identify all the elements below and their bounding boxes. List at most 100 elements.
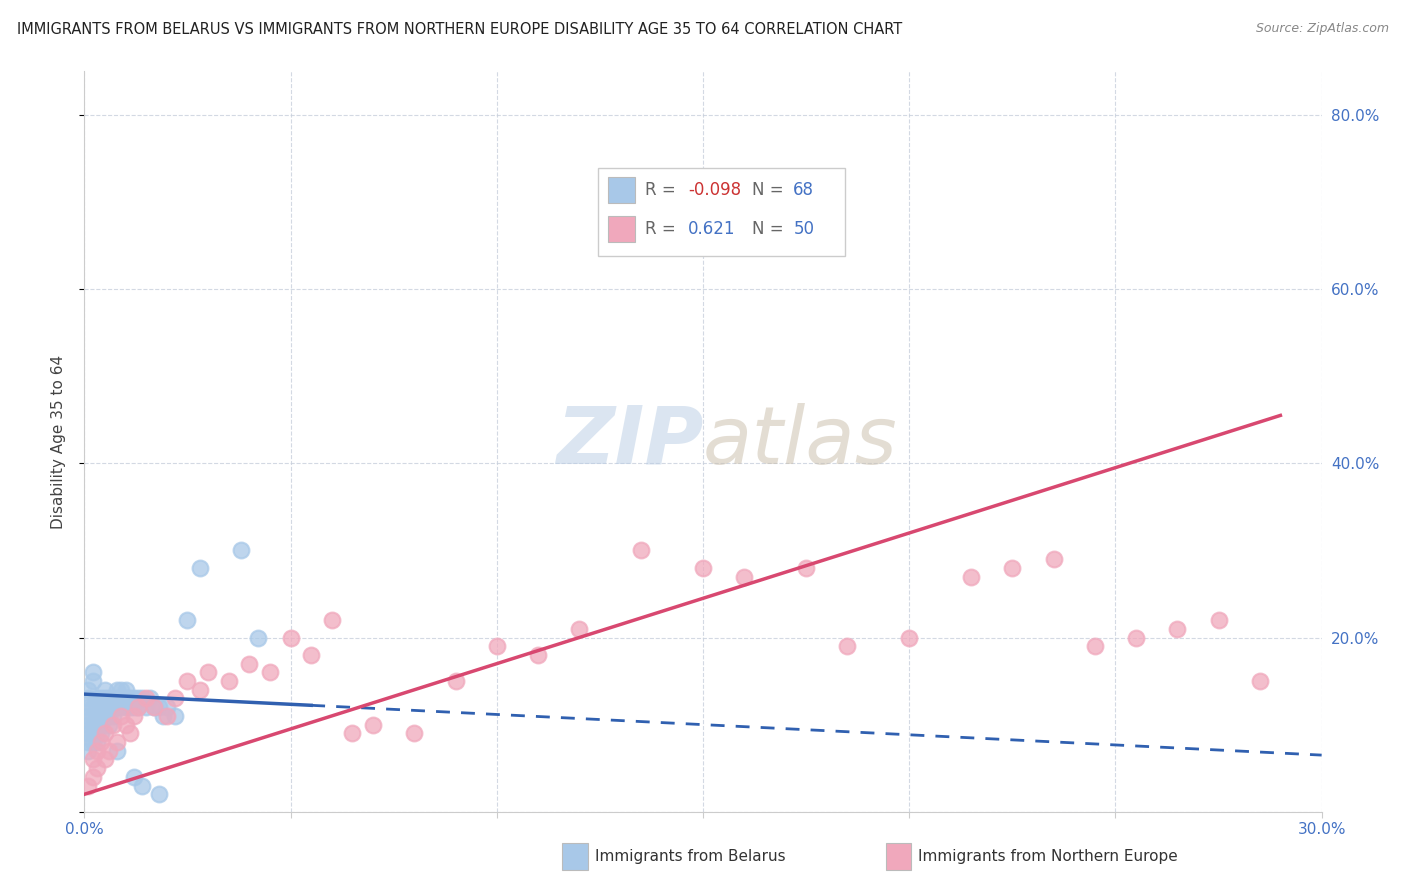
Point	[733, 569, 755, 583]
Point	[122, 709, 145, 723]
Point	[188, 682, 211, 697]
Point	[103, 691, 125, 706]
Point	[82, 752, 104, 766]
Point	[90, 700, 112, 714]
Point	[127, 700, 149, 714]
Point	[90, 735, 112, 749]
Point	[122, 700, 145, 714]
Point	[135, 691, 157, 706]
Point	[90, 709, 112, 723]
Point	[103, 700, 125, 714]
Point	[103, 717, 125, 731]
Point	[82, 770, 104, 784]
Point	[143, 700, 166, 714]
Point	[77, 717, 100, 731]
Point	[527, 648, 550, 662]
Point	[105, 744, 128, 758]
Point	[82, 726, 104, 740]
Point	[321, 613, 343, 627]
Point	[127, 700, 149, 714]
Point	[568, 622, 591, 636]
Point	[114, 691, 136, 706]
Text: 50: 50	[793, 220, 814, 238]
Point	[165, 709, 187, 723]
Point	[94, 752, 117, 766]
Text: Source: ZipAtlas.com: Source: ZipAtlas.com	[1256, 22, 1389, 36]
Point	[444, 674, 467, 689]
Point	[86, 744, 108, 758]
Point	[90, 726, 112, 740]
Point	[105, 691, 128, 706]
Point	[131, 691, 153, 706]
Point	[86, 761, 108, 775]
Point	[692, 561, 714, 575]
FancyBboxPatch shape	[607, 178, 636, 203]
Point	[218, 674, 240, 689]
Point	[118, 691, 141, 706]
Point	[110, 691, 132, 706]
Point	[86, 709, 108, 723]
Text: IMMIGRANTS FROM BELARUS VS IMMIGRANTS FROM NORTHERN EUROPE DISABILITY AGE 35 TO : IMMIGRANTS FROM BELARUS VS IMMIGRANTS FR…	[17, 22, 903, 37]
Point	[122, 770, 145, 784]
Text: -0.098: -0.098	[688, 181, 741, 199]
Point	[86, 726, 108, 740]
Point	[794, 561, 817, 575]
Point	[1084, 639, 1107, 653]
Point	[82, 700, 104, 714]
Point	[105, 700, 128, 714]
Text: N =: N =	[752, 220, 789, 238]
Point	[94, 726, 117, 740]
Point	[1166, 622, 1188, 636]
Point	[86, 717, 108, 731]
Point	[1208, 613, 1230, 627]
Point	[82, 709, 104, 723]
Point	[122, 691, 145, 706]
Point	[82, 674, 104, 689]
Point	[156, 709, 179, 723]
Point	[103, 709, 125, 723]
Point	[77, 682, 100, 697]
Point	[1001, 561, 1024, 575]
Point	[960, 569, 983, 583]
Point	[98, 709, 121, 723]
Point	[176, 613, 198, 627]
Point	[197, 665, 219, 680]
Point	[94, 700, 117, 714]
Point	[110, 709, 132, 723]
Point	[98, 691, 121, 706]
Text: atlas: atlas	[703, 402, 898, 481]
Point	[94, 709, 117, 723]
Point	[127, 691, 149, 706]
Point	[135, 700, 157, 714]
Point	[165, 691, 187, 706]
Point	[361, 717, 384, 731]
Point	[176, 674, 198, 689]
Text: 68: 68	[793, 181, 814, 199]
Y-axis label: Disability Age 35 to 64: Disability Age 35 to 64	[51, 354, 66, 529]
FancyBboxPatch shape	[607, 217, 636, 243]
Point	[82, 717, 104, 731]
Point	[118, 700, 141, 714]
Point	[139, 691, 162, 706]
Point	[77, 735, 100, 749]
Point	[280, 631, 302, 645]
Text: ZIP: ZIP	[555, 402, 703, 481]
Point	[131, 779, 153, 793]
Point	[110, 682, 132, 697]
Point	[148, 700, 170, 714]
Point	[114, 700, 136, 714]
Point	[114, 682, 136, 697]
Point	[188, 561, 211, 575]
Text: 0.621: 0.621	[688, 220, 735, 238]
Point	[82, 735, 104, 749]
Point	[837, 639, 859, 653]
Point	[630, 543, 652, 558]
Point	[259, 665, 281, 680]
Point	[143, 700, 166, 714]
Point	[114, 717, 136, 731]
Point	[94, 691, 117, 706]
Text: R =: R =	[645, 220, 681, 238]
Point	[86, 700, 108, 714]
Point	[90, 691, 112, 706]
Point	[110, 700, 132, 714]
